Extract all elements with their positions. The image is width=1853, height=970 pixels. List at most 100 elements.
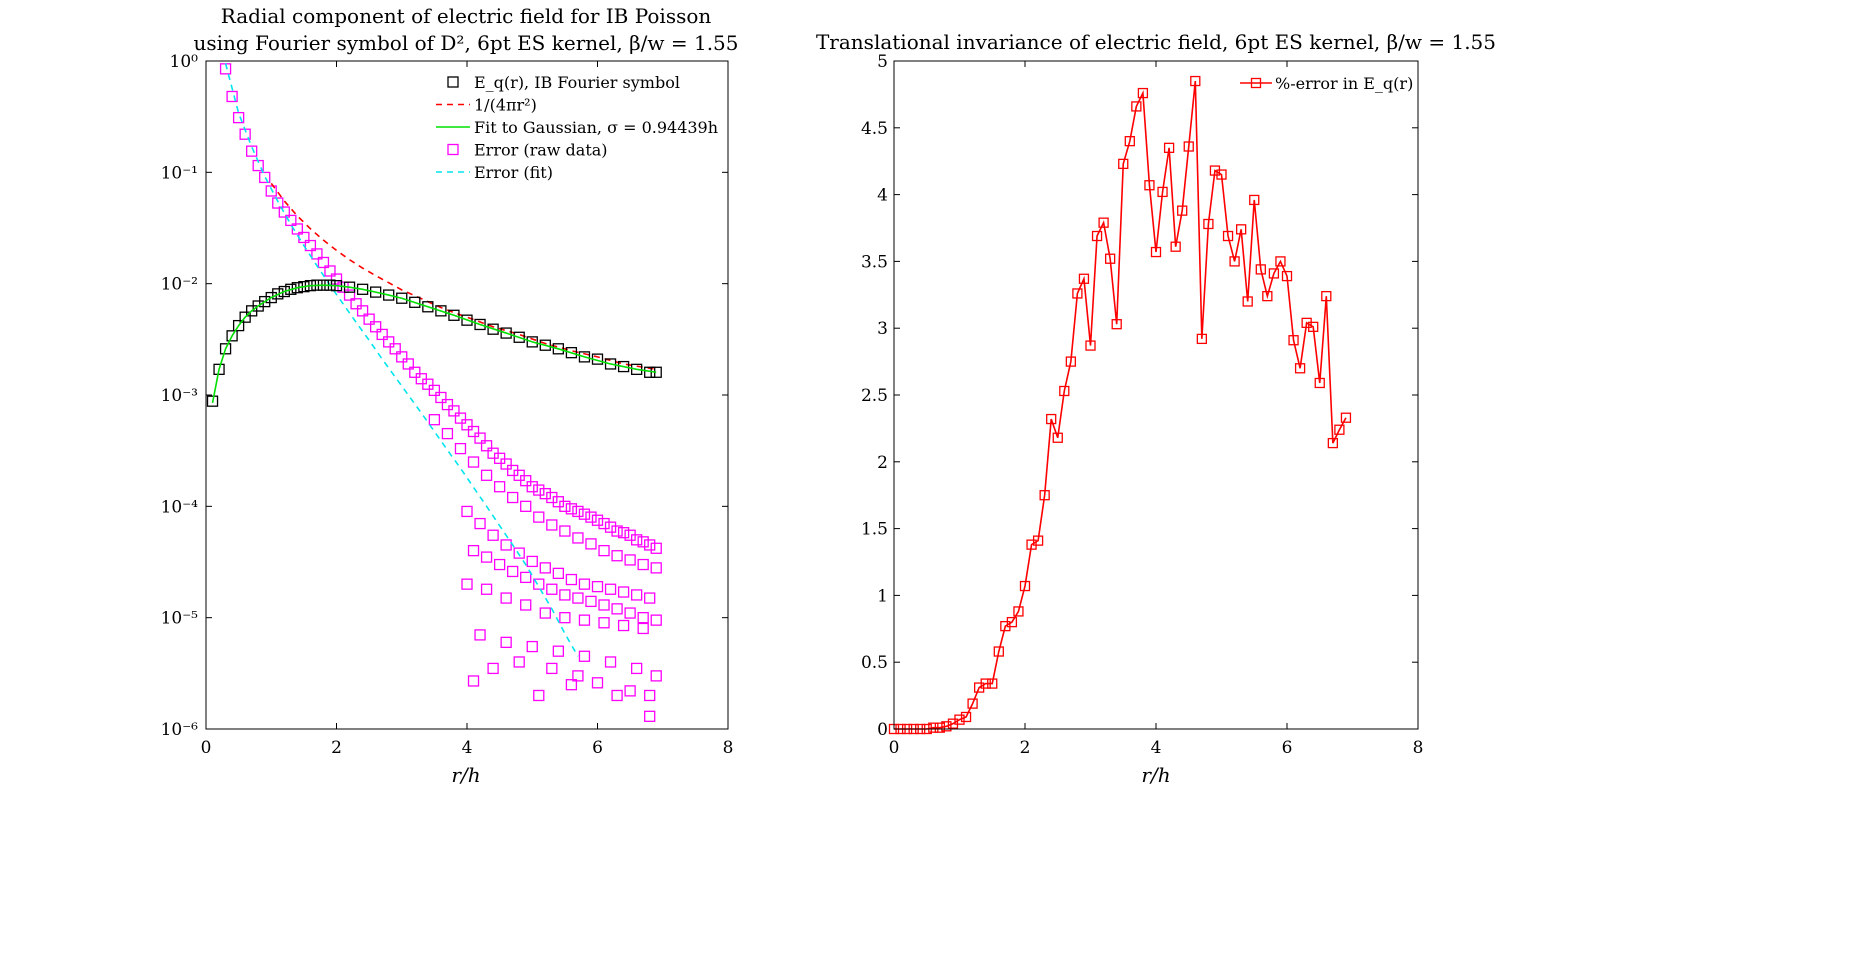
y-tick-label: 10⁻⁵ xyxy=(161,609,199,629)
legend-label: %-error in E_q(r) xyxy=(1275,74,1413,93)
error-raw-point xyxy=(520,500,532,512)
axes-box-right xyxy=(893,60,1419,730)
error-raw-point xyxy=(572,532,584,544)
error-raw-point xyxy=(304,239,317,252)
error-series-point xyxy=(987,678,998,689)
error-raw-point xyxy=(500,539,512,551)
y-tick-label: 10⁻² xyxy=(161,275,198,295)
error-series-point xyxy=(1288,335,1299,346)
error-raw-point xyxy=(500,592,512,604)
error-series-point xyxy=(1131,101,1142,112)
error-raw-point xyxy=(591,580,604,593)
field-point xyxy=(396,292,408,304)
error-raw-point xyxy=(520,599,532,611)
error-raw-point xyxy=(350,298,362,310)
error-series-point xyxy=(1105,253,1116,264)
error-series-point xyxy=(954,714,965,725)
error-series-line xyxy=(894,80,1347,730)
error-series-point xyxy=(1039,490,1050,501)
error-series-point xyxy=(960,711,972,723)
error-series-point xyxy=(1183,141,1194,152)
error-raw-point xyxy=(598,617,610,629)
error-raw-point xyxy=(644,592,656,604)
field-point xyxy=(206,395,219,407)
error-raw-point xyxy=(480,469,493,481)
error-raw-point xyxy=(617,619,630,632)
error-raw-point xyxy=(311,248,323,260)
error-raw-point xyxy=(598,544,610,557)
error-series-point xyxy=(1327,437,1338,449)
error-raw-point xyxy=(513,547,525,559)
y-tick-label: 3.5 xyxy=(861,252,888,272)
y-tick-label: 1.5 xyxy=(861,520,888,540)
error-raw-point xyxy=(650,614,662,626)
error-series-point xyxy=(1046,413,1057,425)
error-raw-point xyxy=(585,538,597,550)
error-raw-point xyxy=(461,578,473,590)
field-point xyxy=(422,301,434,313)
error-raw-point xyxy=(409,366,421,378)
error-series-point xyxy=(1281,270,1293,282)
error-series-point xyxy=(1170,241,1181,252)
error-raw-point xyxy=(493,452,506,464)
y-tick-label: 2 xyxy=(877,453,888,473)
error-raw-point xyxy=(507,565,519,578)
error-raw-point xyxy=(572,592,584,604)
error-raw-point xyxy=(454,442,467,455)
error-series-point xyxy=(1072,288,1083,299)
error-raw-point xyxy=(565,679,578,691)
error-raw-point xyxy=(480,583,493,595)
error-series-point xyxy=(1249,194,1260,206)
y-ticks-left: 10⁰ 10⁻¹ 10⁻² 10⁻³ 10⁻⁴ 10⁻⁵ 10⁻⁶ xyxy=(161,52,728,740)
error-raw-point xyxy=(624,607,636,619)
error-raw-point xyxy=(259,171,271,184)
error-raw-point xyxy=(461,505,473,518)
error-raw-point xyxy=(467,425,480,438)
error-series-point xyxy=(928,722,939,733)
error-raw-point xyxy=(526,481,538,493)
gaussian-fit-line xyxy=(211,284,657,404)
error-series-point xyxy=(1065,356,1076,367)
error-raw-point xyxy=(422,378,434,390)
field-point xyxy=(565,347,578,359)
y-tick-label: 0.5 xyxy=(861,653,888,673)
error-series-point xyxy=(1124,136,1135,147)
error-raw-point xyxy=(604,656,617,668)
field-point xyxy=(285,283,297,295)
error-raw-point xyxy=(578,650,591,662)
legend-marker xyxy=(447,143,459,156)
error-raw-point xyxy=(467,544,480,557)
field-point xyxy=(409,296,421,308)
error-raw-point xyxy=(578,578,591,590)
chart-title-right: Translational invariance of electric fie… xyxy=(816,30,1496,54)
error-raw-point xyxy=(637,612,649,624)
chart-title-line1: Radial component of electric field for I… xyxy=(221,4,712,28)
error-raw-point xyxy=(480,551,493,563)
error-raw-point xyxy=(591,677,604,689)
y-tick-label: 5 xyxy=(877,52,888,72)
error-raw-point xyxy=(533,578,545,590)
plot-area-right xyxy=(888,75,1352,735)
field-point xyxy=(356,283,369,295)
error-raw-point xyxy=(285,214,297,227)
error-series-point xyxy=(1229,256,1240,267)
error-raw-point xyxy=(644,689,656,702)
error-series-point xyxy=(1177,205,1188,216)
error-raw-point xyxy=(317,256,330,269)
error-series-point xyxy=(1222,230,1234,242)
y-tick-label: 10⁻⁶ xyxy=(161,720,199,740)
error-raw-point xyxy=(598,517,610,530)
legend-left: E_q(r), IB Fourier symbol 1/(4πr²) Fit to … xyxy=(436,73,718,182)
legend-label: 1/(4πr²) xyxy=(474,96,537,115)
error-raw-point xyxy=(611,550,623,562)
error-raw-point xyxy=(526,640,538,653)
x-axis-label-left: r/h xyxy=(451,763,480,787)
y-tick-label: 10⁰ xyxy=(170,52,199,72)
error-raw-point xyxy=(578,508,591,520)
error-raw-point xyxy=(611,603,623,615)
error-series-point xyxy=(1078,273,1090,284)
error-series-point xyxy=(1118,158,1129,170)
error-series-point xyxy=(1236,224,1247,235)
error-raw-point xyxy=(539,562,551,574)
